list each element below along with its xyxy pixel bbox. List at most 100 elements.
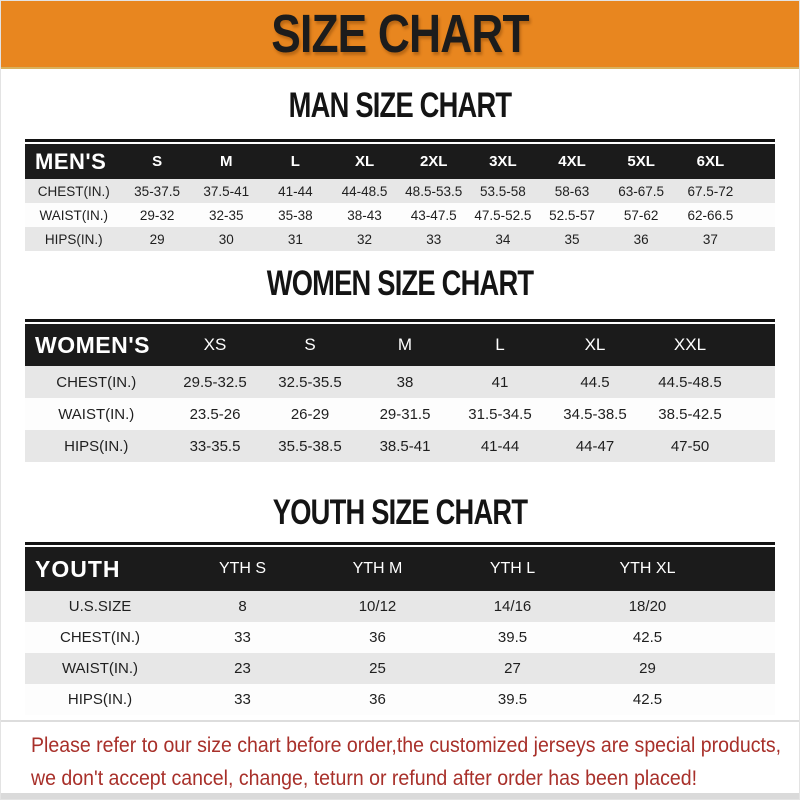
size-value: 63-67.5 [618,183,665,199]
table-header-row: YOUTH YTH S YTH M YTH L YTH XL [25,547,775,591]
row-label: HIPS(IN.) [67,691,133,708]
size-value: 32-35 [208,207,244,223]
measurement-row: WAIST(IN.) 23.5-26 26-29 29-31.5 31.5-34.5 34… [25,398,775,430]
row-label: CHEST(IN.) [60,629,140,646]
size-value: 43-47.5 [410,207,457,223]
size-value: 31.5-34.5 [468,405,532,423]
spacer-cell [715,591,775,622]
spacer-cell [745,144,775,179]
size-value: 44-47 [575,437,615,455]
size-column-header: YTH S [175,547,310,591]
size-value: 14/16 [493,598,532,615]
spacer-cell [715,653,775,684]
size-column-header: S [122,144,192,179]
footer-divider [1,720,799,722]
spacer-cell [737,324,775,366]
size-value: 23 [234,660,251,677]
size-value: 33 [234,629,251,646]
measurement-row: HIPS(IN.) 33-35.5 35.5-38.5 38.5-41 41-44 44-… [25,430,775,462]
size-value: 42.5 [632,629,663,646]
size-value: 29 [639,660,656,677]
size-value: 58-63 [554,183,590,199]
bottom-edge-strip [1,793,799,799]
spacer-cell [715,684,775,715]
size-value: 8 [238,598,247,615]
size-table: WOMEN'S XS S M L XL XXL CHEST(IN.) 29.5-32.5 32.5… [25,324,775,462]
size-value: 47.5-52.5 [474,207,532,223]
size-value: 41 [491,373,509,391]
size-value: 26-29 [290,405,330,423]
youth-section: YOUTH SIZE CHART YOUTH YTH S YTH M YTH L YTH… [1,495,799,715]
size-value: 10/12 [358,598,397,615]
row-label: HIPS(IN.) [64,437,129,455]
size-value: 36 [633,231,649,247]
size-value: 62-66.5 [687,207,734,223]
size-column-header: M [357,324,453,366]
size-value: 33 [234,691,251,708]
size-value: 44-48.5 [341,183,388,199]
size-value: 67.5-72 [687,183,734,199]
row-label: CHEST(IN.) [37,183,110,199]
measurement-row: HIPS(IN.) 33 36 39.5 42.5 [25,684,775,715]
size-value: 35.5-38.5 [278,437,342,455]
page-title: SIZE CHART [271,4,529,64]
size-table: MEN'S S M L XL 2XL 3XL 4XL 5XL 6XL CHEST(IN.) 35-37… [25,144,775,251]
size-value: 32 [357,231,373,247]
size-value: 41-44 [480,437,520,455]
size-value: 35-37.5 [134,183,180,199]
size-value: 29 [149,231,165,247]
size-value: 36 [369,629,386,646]
size-value: 52.5-57 [549,207,595,223]
size-column-header: YTH XL [580,547,715,591]
size-column-header: 5XL [606,144,676,179]
size-value: 23.5-26 [189,405,241,423]
spacer-cell [745,203,775,227]
banner: SIZE CHART [1,1,799,69]
measurement-row: WAIST(IN.) 23 25 27 29 [25,653,775,684]
mens-size-table: MEN'S S M L XL 2XL 3XL 4XL 5XL 6XL CHEST(IN.) 35-37… [25,139,775,251]
spacer-cell [745,179,775,203]
spacer-cell [745,227,775,251]
table-header-row: MEN'S S M L XL 2XL 3XL 4XL 5XL 6XL [25,144,775,179]
spacer-cell [715,622,775,653]
order-policy-line-2: we don't accept cancel, change, teturn o… [31,767,698,790]
measurement-row: CHEST(IN.) 33 36 39.5 42.5 [25,622,775,653]
order-policy-note: Please refer to our size chart before or… [1,722,799,795]
table-corner-label: WOMEN'S [25,324,168,366]
size-column-header: 2XL [399,144,469,179]
men-section: MAN SIZE CHART MEN'S S M L XL 2XL 3XL 4XL 5XL 6XL… [1,86,799,251]
size-value: 42.5 [632,691,663,708]
size-value: 18/20 [628,598,667,615]
measurement-row: U.S.SIZE 8 10/12 14/16 18/20 [25,591,775,622]
size-column-header: L [452,324,548,366]
size-column-header: XXL [642,324,738,366]
size-value: 37.5-41 [203,183,250,199]
size-value: 39.5 [497,629,528,646]
size-value: 34 [495,231,511,247]
size-column-header: S [262,324,358,366]
order-policy-line-1: Please refer to our size chart before or… [31,734,782,757]
size-value: 35-38 [278,207,313,223]
measurement-row: HIPS(IN.) 29 30 31 32 33 34 35 36 37 [25,227,775,251]
youth-size-table: YOUTH YTH S YTH M YTH L YTH XL U.S.SIZE 8 10/12… [25,542,775,715]
size-column-header: YTH M [310,547,445,591]
women-section: WOMEN SIZE CHART WOMEN'S XS S M L XL XXL CHEST(… [1,264,799,462]
spacer-cell [738,366,776,398]
size-value: 29-31.5 [379,405,431,423]
size-value: 44.5-48.5 [658,373,722,391]
size-value: 38.5-42.5 [658,405,722,423]
row-label: HIPS(IN.) [44,231,103,247]
women-section-title: WOMEN SIZE CHART [266,264,534,303]
row-label: WAIST(IN.) [58,405,135,423]
size-value: 38-43 [347,207,382,223]
size-value: 39.5 [497,691,528,708]
size-value: 32.5-35.5 [278,373,342,391]
size-value: 38.5-41 [379,437,431,455]
size-column-header: M [191,144,261,179]
size-value: 27 [504,660,521,677]
men-section-title: MAN SIZE CHART [288,86,512,125]
size-value: 37 [702,231,718,247]
size-value: 25 [369,660,386,677]
table-corner-label: MEN'S [25,144,123,179]
size-value: 41-44 [278,183,313,199]
